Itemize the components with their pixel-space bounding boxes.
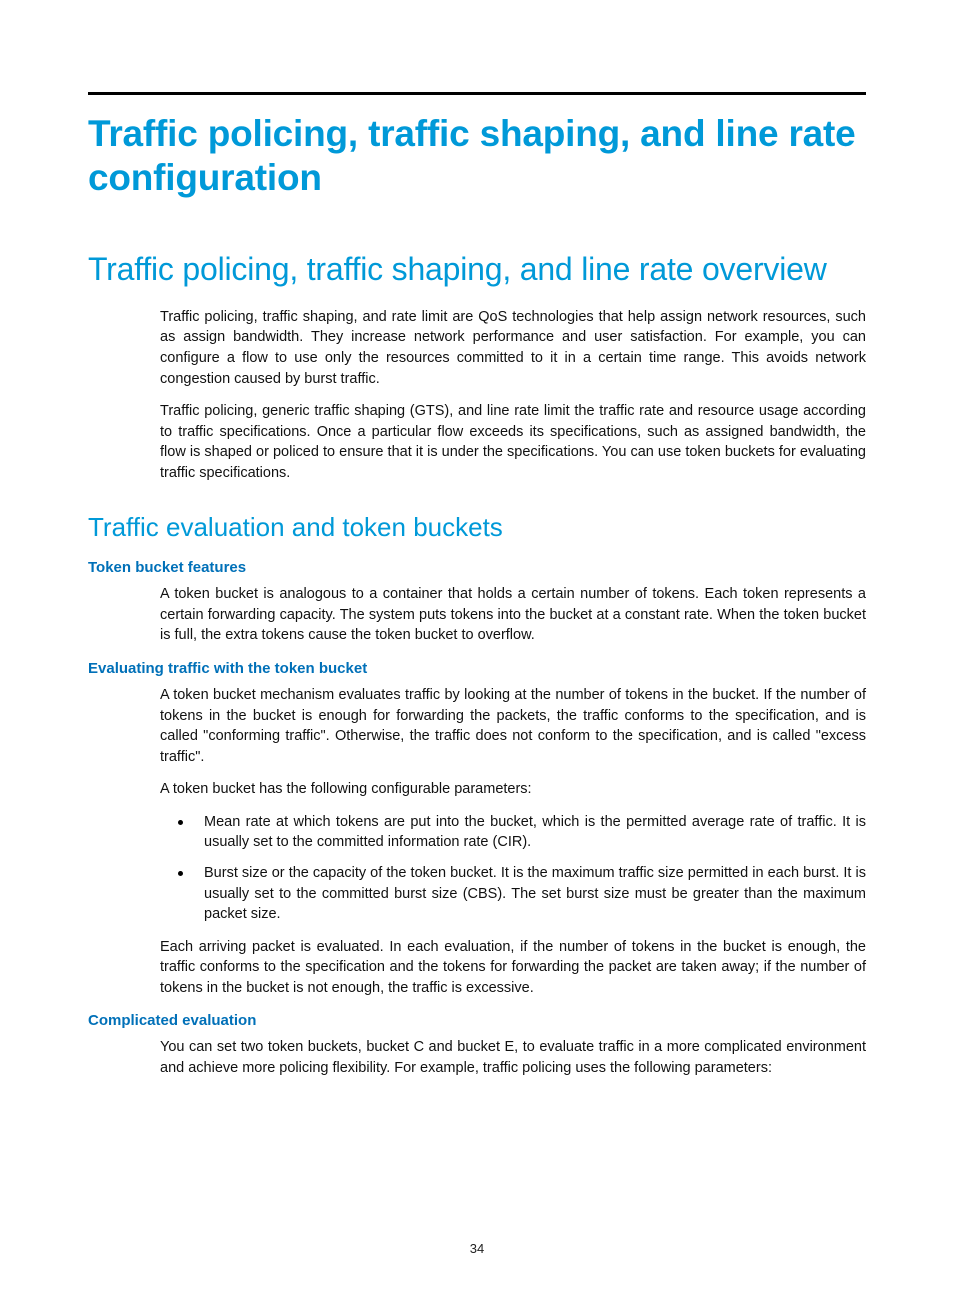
paragraph: Traffic policing, traffic shaping, and r…	[160, 307, 866, 389]
paragraph: Traffic policing, generic traffic shapin…	[160, 401, 866, 483]
paragraph: You can set two token buckets, bucket C …	[160, 1037, 866, 1078]
list-item: Mean rate at which tokens are put into t…	[160, 812, 866, 853]
body-token-features: A token bucket is analogous to a contain…	[160, 584, 866, 646]
subsection-heading-token-buckets: Traffic evaluation and token buckets	[88, 511, 866, 545]
paragraph: A token bucket has the following configu…	[160, 779, 866, 800]
bullet-list-parameters: Mean rate at which tokens are put into t…	[160, 812, 866, 925]
list-item: Burst size or the capacity of the token …	[160, 863, 866, 925]
section-body-overview: Traffic policing, traffic shaping, and r…	[160, 307, 866, 484]
body-complicated: You can set two token buckets, bucket C …	[160, 1037, 866, 1078]
sub-heading-complicated: Complicated evaluation	[88, 1012, 866, 1029]
paragraph: A token bucket mechanism evaluates traff…	[160, 685, 866, 767]
section-heading-overview: Traffic policing, traffic shaping, and l…	[88, 249, 866, 289]
sub-heading-token-features: Token bucket features	[88, 559, 866, 576]
document-page: Traffic policing, traffic shaping, and l…	[0, 0, 954, 1296]
paragraph: Each arriving packet is evaluated. In ea…	[160, 937, 866, 999]
page-number: 34	[0, 1241, 954, 1256]
paragraph: A token bucket is analogous to a contain…	[160, 584, 866, 646]
sub-heading-evaluating: Evaluating traffic with the token bucket	[88, 660, 866, 677]
top-rule	[88, 92, 866, 95]
body-evaluating: A token bucket mechanism evaluates traff…	[160, 685, 866, 999]
page-title: Traffic policing, traffic shaping, and l…	[88, 112, 866, 201]
